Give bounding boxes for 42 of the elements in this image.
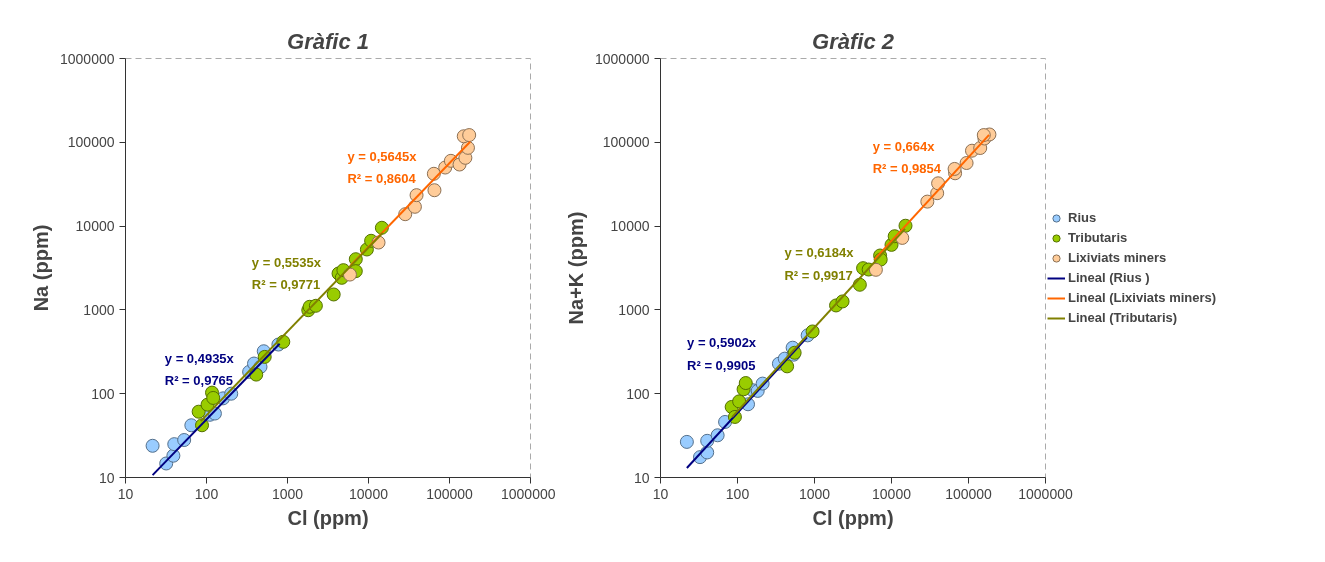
x-tick-label: 100000 bbox=[426, 485, 474, 502]
legend-label: Lixiviats miners bbox=[1068, 249, 1167, 267]
x-tick-label: 10 bbox=[652, 485, 669, 502]
y-tick-label: 1000000 bbox=[60, 50, 115, 67]
x-tick-label: 100 bbox=[194, 485, 219, 502]
annotation: y = 0,4935x R² = 0,9765 bbox=[164, 350, 235, 389]
chart-title: Gràfic 2 bbox=[812, 28, 895, 54]
legend-label: Rius bbox=[1068, 209, 1097, 227]
x-tick-label: 10000 bbox=[872, 485, 912, 502]
y-tick-label: 100 bbox=[626, 385, 650, 402]
annotation: y = 0,6184x R² = 0,9917 bbox=[784, 245, 855, 283]
x-tick-label: 100 bbox=[725, 485, 750, 502]
x-axis-title: Cl (ppm) bbox=[287, 506, 369, 529]
legend-label: Lineal (Lixiviats miners) bbox=[1068, 289, 1217, 307]
x-tick-label: 10000 bbox=[349, 485, 389, 502]
y-tick-label: 100000 bbox=[67, 134, 115, 151]
y-tick-label: 10000 bbox=[75, 218, 115, 235]
x-tick-label: 100000 bbox=[945, 485, 993, 502]
chart-title: Gràfic 1 bbox=[287, 28, 369, 54]
y-tick-label: 10000 bbox=[610, 218, 650, 235]
x-tick-label: 1000000 bbox=[1018, 485, 1073, 502]
y-tick-label: 1000 bbox=[618, 301, 650, 318]
y-tick-label: 10 bbox=[633, 469, 650, 486]
legend-label: Tributaris bbox=[1068, 229, 1128, 247]
x-tick-label: 1000 bbox=[798, 485, 831, 502]
y-tick-label: 10 bbox=[98, 469, 115, 486]
legend-label: Lineal (Rius ) bbox=[1068, 269, 1150, 287]
y-axis-title: Na+K (ppm) bbox=[565, 211, 587, 325]
y-axis-title: Na (ppm) bbox=[30, 224, 52, 312]
x-tick-label: 10 bbox=[117, 485, 134, 502]
y-tick-label: 100000 bbox=[602, 134, 650, 151]
y-tick-label: 1000 bbox=[83, 301, 115, 318]
annotation: y = 0,664x R² = 0,9854 bbox=[872, 138, 942, 177]
annotation: y = 0,5902x R² = 0,9905 bbox=[687, 335, 757, 373]
x-tick-label: 1000 bbox=[271, 485, 304, 502]
annotation: y = 0,5645x R² = 0,8604 bbox=[347, 148, 418, 187]
y-tick-label: 100 bbox=[91, 385, 115, 402]
x-tick-label: 1000000 bbox=[501, 485, 556, 502]
x-axis-title: Cl (ppm) bbox=[812, 506, 894, 529]
annotation: y = 0,5535x R² = 0,9771 bbox=[251, 254, 322, 293]
y-tick-label: 1000000 bbox=[595, 50, 650, 67]
legend-label: Lineal (Tributaris) bbox=[1068, 309, 1178, 327]
